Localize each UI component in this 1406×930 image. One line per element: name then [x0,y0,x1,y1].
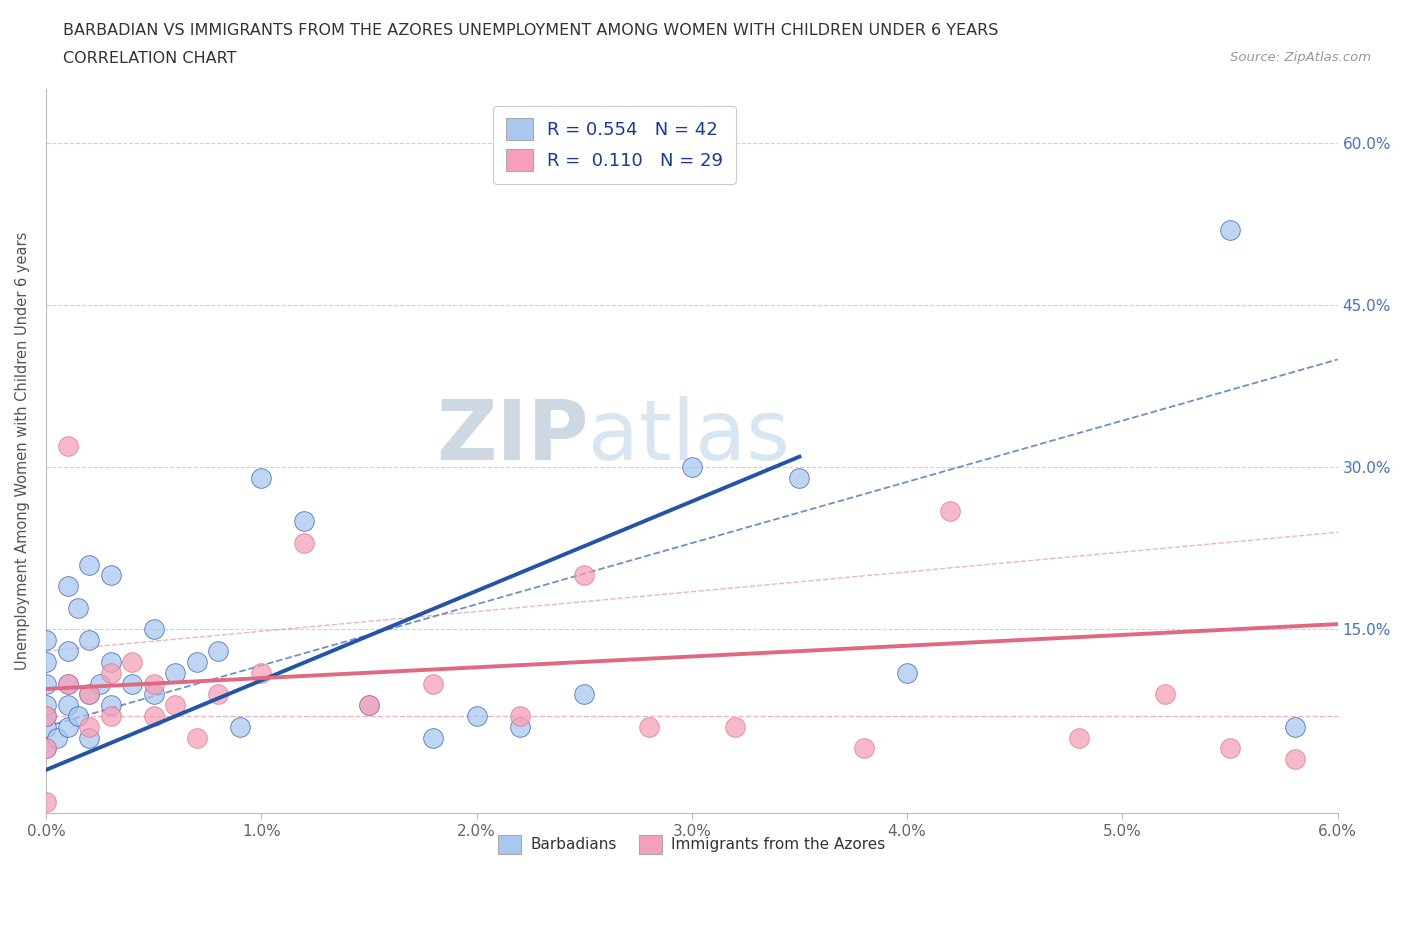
Text: BARBADIAN VS IMMIGRANTS FROM THE AZORES UNEMPLOYMENT AMONG WOMEN WITH CHILDREN U: BARBADIAN VS IMMIGRANTS FROM THE AZORES … [63,23,998,38]
Point [292,514,315,529]
Point [572,568,595,583]
Point [35,741,58,756]
Point [35,709,58,724]
Point [100,665,122,680]
Legend: Barbadians, Immigrants from the Azores: Barbadians, Immigrants from the Azores [492,829,891,859]
Point [165,698,187,712]
Y-axis label: Unemployment Among Women with Children Under 6 years: Unemployment Among Women with Children U… [15,232,30,671]
Point [56,698,79,712]
Point [56,676,79,691]
Point [89,676,111,691]
Point [142,709,165,724]
Point [853,741,876,756]
Point [681,460,703,475]
Point [56,719,79,734]
Point [250,665,273,680]
Point [35,719,58,734]
Point [250,471,273,485]
Point [100,709,122,724]
Point [100,568,122,583]
Text: Source: ZipAtlas.com: Source: ZipAtlas.com [1230,51,1371,64]
Point [1219,741,1241,756]
Point [207,644,229,658]
Point [45,730,67,745]
Point [77,719,100,734]
Point [142,622,165,637]
Point [100,698,122,712]
Point [56,676,79,691]
Point [509,719,531,734]
Point [77,730,100,745]
Point [56,438,79,453]
Point [35,632,58,647]
Text: CORRELATION CHART: CORRELATION CHART [63,51,236,66]
Point [56,644,79,658]
Point [724,719,747,734]
Point [207,687,229,702]
Point [35,676,58,691]
Point [100,655,122,670]
Point [292,536,315,551]
Point [142,687,165,702]
Point [422,676,444,691]
Point [165,665,187,680]
Text: atlas: atlas [589,396,790,477]
Point [228,719,250,734]
Point [186,655,208,670]
Point [1154,687,1177,702]
Point [56,578,79,593]
Point [35,709,58,724]
Point [67,601,90,616]
Point [939,503,962,518]
Point [77,557,100,572]
Point [896,665,918,680]
Point [77,687,100,702]
Point [422,730,444,745]
Point [67,709,90,724]
Point [121,655,143,670]
Point [357,698,380,712]
Point [637,719,659,734]
Point [77,632,100,647]
Point [1284,751,1306,766]
Point [465,709,488,724]
Point [186,730,208,745]
Point [35,655,58,670]
Point [142,676,165,691]
Point [35,795,58,810]
Point [121,676,143,691]
Point [35,741,58,756]
Text: ZIP: ZIP [436,396,589,477]
Point [1284,719,1306,734]
Point [357,698,380,712]
Point [1069,730,1091,745]
Point [35,698,58,712]
Point [77,687,100,702]
Point [509,709,531,724]
Point [789,471,811,485]
Point [1219,222,1241,237]
Point [572,687,595,702]
